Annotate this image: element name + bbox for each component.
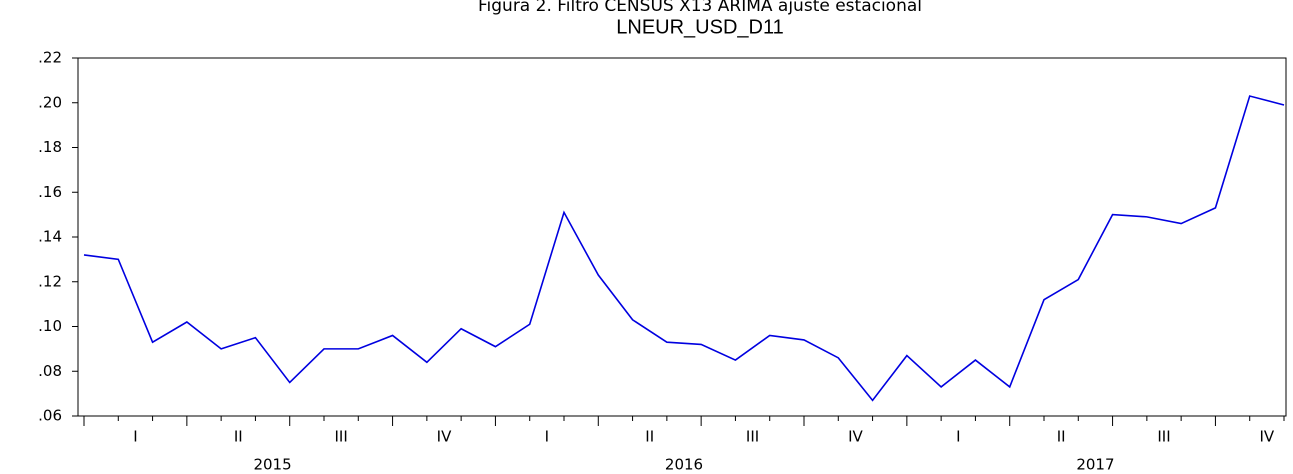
chart-subtitle: LNEUR_USD_D11 xyxy=(616,16,783,38)
y-tick-label: .18 xyxy=(38,138,62,156)
y-tick-label: .20 xyxy=(38,93,62,111)
y-tick-label: .10 xyxy=(38,317,62,335)
x-quarter-label: III xyxy=(335,428,348,446)
y-tick-label: .12 xyxy=(38,272,62,290)
x-quarter-label: I xyxy=(133,428,137,446)
x-quarter-label: III xyxy=(1157,428,1170,446)
x-year-label: 2015 xyxy=(253,456,291,474)
x-quarter-label: II xyxy=(234,428,243,446)
x-year-label: 2017 xyxy=(1076,456,1114,474)
y-tick-label: .06 xyxy=(38,407,62,425)
x-quarter-label: III xyxy=(746,428,759,446)
x-quarter-label: II xyxy=(645,428,654,446)
data-line xyxy=(83,95,1285,402)
y-tick-label: .16 xyxy=(38,183,62,201)
x-year-label: 2016 xyxy=(665,456,703,474)
x-quarter-label: I xyxy=(545,428,549,446)
x-quarter-label: IV xyxy=(848,428,863,446)
x-quarter-label: IV xyxy=(437,428,452,446)
x-quarter-label: II xyxy=(1057,428,1066,446)
y-tick-label: .08 xyxy=(38,362,62,380)
plot-frame xyxy=(77,57,1287,417)
y-tick-label: .22 xyxy=(38,49,62,67)
x-quarter-label: I xyxy=(956,428,960,446)
chart-title: Figura 2. Filtro CENSUS X13 ARIMA ajuste… xyxy=(478,0,922,16)
x-quarter-label: IV xyxy=(1260,428,1275,446)
y-tick-label: .14 xyxy=(38,228,62,246)
